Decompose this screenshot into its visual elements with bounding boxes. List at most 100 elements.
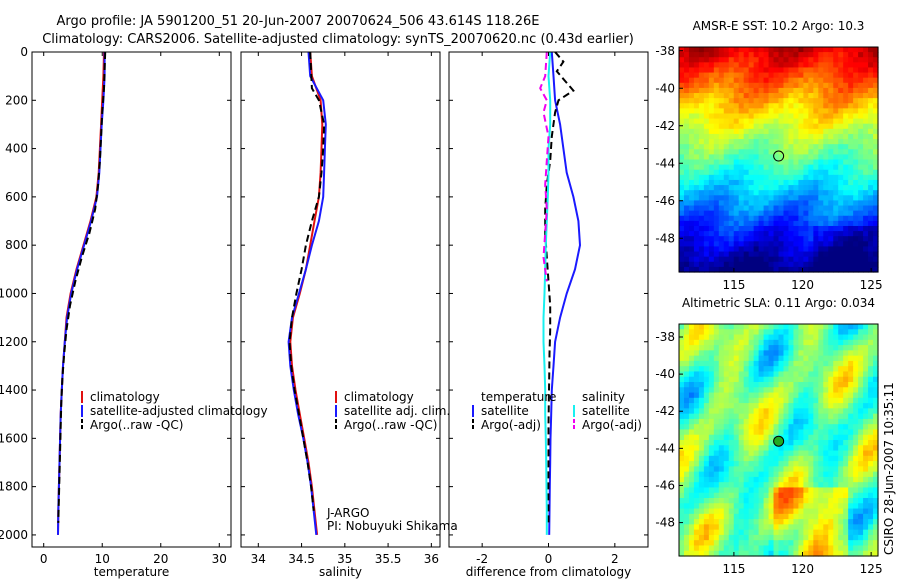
heatmap-cell	[848, 174, 854, 181]
heatmap-cell	[813, 200, 819, 207]
heatmap-cell	[738, 261, 745, 268]
heatmap-cell	[728, 360, 735, 367]
heatmap-cell	[733, 376, 740, 383]
heatmap-cell	[683, 429, 690, 436]
heatmap-cell	[763, 418, 770, 425]
heatmap-cell	[803, 524, 809, 531]
heatmap-cell	[838, 108, 844, 115]
heatmap-cell	[768, 205, 775, 212]
heatmap-cell	[858, 256, 864, 263]
heatmap-cell	[868, 159, 874, 166]
heatmap-cell	[718, 329, 725, 336]
heatmap-cell	[863, 366, 869, 373]
heatmap-cell	[703, 339, 710, 346]
heatmap-cell	[698, 169, 705, 176]
heatmap-cell	[713, 455, 720, 462]
heatmap-cell	[763, 455, 770, 462]
heatmap-cell	[738, 103, 745, 109]
heatmap-cell	[773, 98, 780, 104]
heatmap-cell	[788, 550, 795, 557]
heatmap-cell	[803, 466, 809, 473]
heatmap-cell	[783, 397, 790, 404]
heatmap-cell	[818, 210, 824, 217]
heatmap-cell	[863, 498, 869, 504]
heatmap-cell	[738, 492, 745, 499]
heatmap-cell	[763, 534, 770, 541]
heatmap-cell	[743, 205, 750, 212]
heatmap-cell	[758, 98, 765, 104]
heatmap-cell	[758, 210, 765, 217]
heatmap-cell	[783, 360, 790, 367]
heatmap-cell	[858, 210, 864, 217]
heatmap-cell	[768, 108, 775, 115]
heatmap-cell	[698, 492, 705, 499]
heatmap-cell	[853, 408, 859, 415]
heatmap-cell	[698, 513, 705, 520]
heatmap-cell	[688, 440, 695, 446]
heatmap-cell	[688, 476, 695, 483]
heatmap-cell	[793, 118, 799, 125]
heatmap-cell	[853, 195, 859, 202]
heatmap-cell	[823, 366, 829, 373]
heatmap-cell	[743, 118, 750, 125]
heatmap-cell	[758, 205, 765, 212]
heatmap-cell	[698, 256, 705, 263]
heatmap-cell	[733, 461, 740, 467]
heatmap-cell	[828, 476, 834, 483]
heatmap-cell	[768, 503, 775, 510]
heatmap-cell	[758, 450, 765, 457]
heatmap-cell	[743, 256, 750, 263]
heatmap-cell	[858, 128, 864, 135]
panel-frame	[31, 51, 232, 548]
heatmap-cell	[738, 205, 745, 212]
heatmap-cell	[768, 529, 775, 536]
heatmap-cell	[778, 266, 785, 273]
heatmap-cell	[808, 492, 814, 499]
heatmap-cell	[703, 392, 710, 399]
heatmap-cell	[703, 72, 710, 79]
heatmap-cell	[723, 503, 730, 510]
heatmap-cell	[728, 108, 735, 115]
heatmap-cell	[683, 241, 690, 248]
heatmap-cell	[773, 408, 780, 415]
heatmap-cell	[783, 236, 790, 242]
heatmap-cell	[818, 540, 824, 547]
heatmap-cell	[828, 418, 834, 425]
heatmap-cell	[698, 434, 705, 441]
heatmap-cell	[753, 450, 760, 457]
heatmap-cell	[813, 82, 819, 89]
heatmap-cell	[698, 519, 705, 525]
heatmap-cell	[863, 98, 869, 104]
y-tick-label: 400	[5, 142, 28, 156]
heatmap-cell	[778, 169, 785, 176]
heatmap-cell	[688, 82, 695, 89]
heatmap-cell	[758, 376, 765, 383]
heatmap-cell	[818, 67, 824, 74]
heatmap-cell	[833, 434, 839, 441]
heatmap-cell	[713, 220, 720, 227]
series-line-salinity-argo-adj-	[539, 52, 550, 282]
heatmap-cell	[798, 57, 804, 63]
heatmap-cell	[773, 87, 780, 94]
heatmap-cell	[778, 360, 785, 367]
heatmap-cell	[823, 461, 829, 467]
heatmap-cell	[828, 408, 834, 415]
heatmap-cell	[868, 103, 874, 109]
heatmap-cell	[818, 164, 824, 171]
heatmap-cell	[743, 482, 750, 489]
heatmap-cell	[838, 62, 844, 69]
heatmap-cell	[823, 382, 829, 388]
heatmap-cell	[818, 508, 824, 515]
heatmap-cell	[858, 450, 864, 457]
heatmap-cell	[763, 329, 770, 336]
heatmap-cell	[763, 98, 770, 104]
heatmap-cell	[838, 345, 844, 351]
heatmap-cell	[853, 47, 859, 53]
heatmap-cell	[813, 128, 819, 135]
heatmap-cell	[768, 366, 775, 373]
heatmap-cell	[713, 133, 720, 140]
heatmap-cell	[768, 324, 775, 330]
heatmap-cell	[728, 334, 735, 341]
heatmap-cell	[778, 450, 785, 457]
heatmap-cell	[848, 329, 854, 336]
